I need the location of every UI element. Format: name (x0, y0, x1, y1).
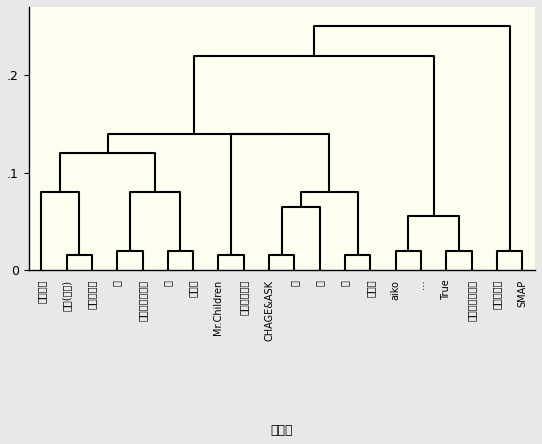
X-axis label: 樹形図: 樹形図 (270, 424, 293, 437)
